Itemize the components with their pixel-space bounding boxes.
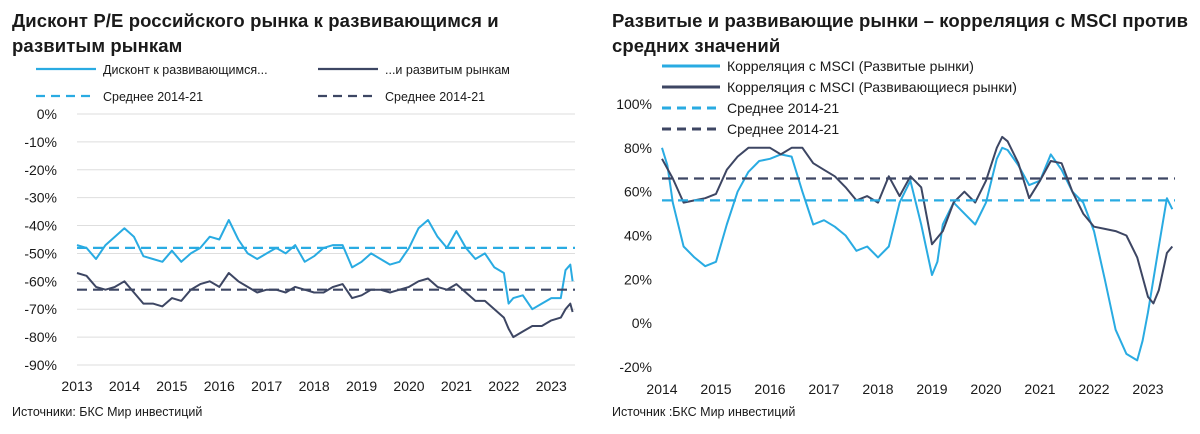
y-tick-label: -80% [24,329,57,345]
x-tick-label: 2019 [346,378,377,394]
right-chart-source: Источник :БКС Мир инвестиций [612,405,796,419]
y-tick-label: -20% [24,162,57,178]
y-tick-label: 20% [624,271,652,287]
x-tick-label: 2021 [1024,381,1055,397]
x-tick-label: 2016 [204,378,235,394]
legend-label-2: Среднее 2014-21 [103,90,203,104]
x-tick-label: 2016 [754,381,785,397]
series-line-1 [661,135,1174,305]
x-tick-label: 2019 [916,381,947,397]
left-chart-source: Источники: БКС Мир инвестиций [12,405,203,419]
legend-label-1: Корреляция с MSCI (Развивающиеся рынки) [727,79,1017,95]
y-tick-label: -10% [24,134,57,150]
x-tick-label: 2017 [808,381,839,397]
x-tick-label: 2022 [488,378,519,394]
legend-label-0: Дисконт к развивающимся... [103,63,268,77]
series-line-1 [76,272,574,339]
legend-label-3: Среднее 2014-21 [727,121,839,137]
x-tick-label: 2020 [393,378,424,394]
x-tick-label: 2022 [1078,381,1109,397]
x-tick-label: 2018 [299,378,330,394]
y-tick-label: -60% [24,273,57,289]
x-tick-label: 2014 [646,381,677,397]
series-line-0 [76,219,574,311]
y-tick-label: 60% [624,184,652,200]
y-tick-label: -40% [24,218,57,234]
y-tick-label: 40% [624,228,652,244]
left-chart-panel: Дисконт P/E российского рынка к развиваю… [12,10,575,419]
legend-label-0: Корреляция с MSCI (Развитые рынки) [727,58,974,74]
legend-label-3: Среднее 2014-21 [385,90,485,104]
y-tick-label: 80% [624,140,652,156]
x-tick-label: 2015 [156,378,187,394]
legend-label-2: Среднее 2014-21 [727,100,839,116]
legend-label-1: ...и развитым рынкам [385,63,510,77]
right-chart-svg: 100% 80% 60% 40% 20% 0% -20% 2014 2015 2016 2017 20… [616,58,1175,397]
y-tick-label: 0% [37,106,57,122]
x-tick-label: 2014 [109,378,140,394]
x-tick-label: 2023 [536,378,567,394]
y-tick-label: 100% [616,96,652,112]
series-line-0 [661,146,1174,362]
x-tick-label: 2021 [441,378,472,394]
y-tick-label: 0% [632,315,652,331]
right-chart-title: Развитые и развивающие рынки – корреляци… [612,10,1189,56]
x-tick-label: 2023 [1132,381,1163,397]
y-tick-label: -50% [24,245,57,261]
x-tick-label: 2013 [61,378,92,394]
y-tick-label: -70% [24,301,57,317]
left-chart-svg: 0%-10%-20%-30%-40%-50%-60%-70%-80%-90%20… [24,63,575,394]
x-tick-label: 2020 [970,381,1001,397]
y-tick-label: -20% [619,359,652,375]
x-tick-label: 2015 [700,381,731,397]
y-tick-label: -90% [24,357,57,373]
x-tick-label: 2017 [251,378,282,394]
right-chart-panel: Развитые и развивающие рынки – корреляци… [600,0,1200,434]
y-tick-label: -30% [24,190,57,206]
x-tick-label: 2018 [862,381,893,397]
left-chart-title: Дисконт P/E российского рынка к развиваю… [12,10,499,56]
